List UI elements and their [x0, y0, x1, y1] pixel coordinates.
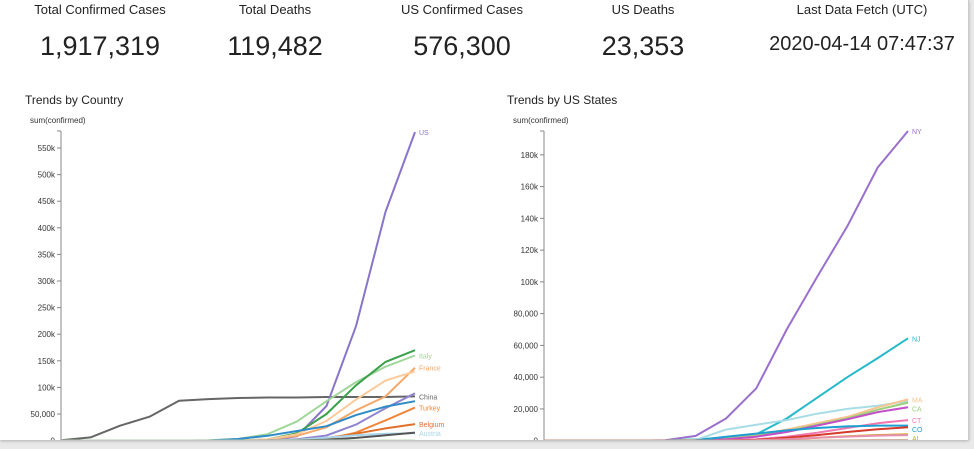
chart-states: sum(confirmed) 0 20,000 40,000 60,000 80,000 1…: [513, 116, 923, 440]
series-line[interactable]: [544, 406, 909, 440]
y-tick-label: 300k: [38, 277, 56, 286]
series-label: Austria: [419, 431, 441, 438]
y-tick-label: 350k: [38, 250, 56, 259]
series-line-ma[interactable]: [544, 398, 909, 440]
y-tick-label: 180k: [521, 151, 539, 160]
series-label: NJ: [912, 336, 921, 343]
chart-country: sum(confirmed) 0 50,000 100k 150k 200k 250k 300…: [30, 116, 444, 440]
stat-last-fetch: Last Data Fetch (UTC) 2020-04-14 07:47:3…: [757, 2, 967, 56]
series-line-co[interactable]: [544, 424, 908, 440]
series-label: Italy: [419, 353, 432, 360]
stat-value: 1,917,319: [39, 31, 161, 61]
charts-canvas: sum(confirmed) 0 50,000 100k 150k 200k 250k 300…: [30, 116, 923, 440]
series-line-turkey[interactable]: [61, 406, 416, 440]
y-tick-label: 0: [534, 437, 539, 440]
series-label: CO: [912, 427, 923, 434]
series-label: CA: [912, 406, 922, 413]
y-axis-label: sum(confirmed): [30, 116, 86, 125]
stat-total-confirmed: Total Confirmed Cases 1,917,319: [5, 2, 195, 62]
series-line-china[interactable]: [60, 395, 416, 440]
y-tick-label: 120k: [521, 246, 539, 255]
stat-label: US Deaths: [611, 2, 675, 17]
y-tick-label: 60,000: [514, 341, 539, 350]
stat-label: US Confirmed Cases: [400, 2, 524, 17]
series-line[interactable]: [61, 370, 416, 440]
series-label: Turkey: [419, 406, 441, 413]
stat-value: 23,353: [601, 31, 685, 61]
y-tick-label: 100k: [521, 278, 539, 287]
series-label: MA: [912, 397, 923, 404]
y-tick-label: 500k: [38, 171, 56, 180]
y-tick-label: 150k: [38, 357, 56, 366]
stat-value: 576,300: [413, 31, 511, 61]
stat-us-confirmed: US Confirmed Cases 576,300: [367, 2, 557, 62]
series-line[interactable]: [544, 426, 909, 440]
series-label: US: [419, 130, 429, 137]
y-tick-label: 450k: [38, 197, 56, 206]
dashboard: Total Confirmed Cases 1,917,319 Total De…: [0, 0, 969, 440]
series-line-france[interactable]: [61, 366, 416, 440]
chart-title-states: Trends by US States: [507, 93, 618, 107]
series-label: CT: [912, 418, 922, 425]
series-label: China: [419, 394, 437, 401]
stat-value: 119,482: [227, 31, 323, 61]
series-line[interactable]: [544, 400, 909, 440]
y-axis-label: sum(confirmed): [513, 116, 569, 125]
stat-label: Total Confirmed Cases: [34, 2, 166, 17]
y-tick-label: 250k: [38, 304, 56, 313]
stat-value: 2020-04-14 07:47:37: [769, 33, 955, 55]
y-tick-label: 200k: [38, 330, 56, 339]
series-line-us[interactable]: [61, 131, 416, 440]
y-tick-label: 100k: [38, 383, 56, 392]
chart-title-country: Trends by Country: [25, 93, 124, 107]
series-line[interactable]: [61, 349, 416, 440]
series-line[interactable]: [61, 400, 416, 440]
y-tick-label: 0: [51, 437, 56, 440]
y-tick-label: 50,000: [31, 410, 56, 419]
y-tick-label: 40,000: [514, 373, 539, 382]
y-tick-label: 160k: [521, 183, 539, 192]
series-line[interactable]: [544, 434, 909, 440]
stat-label: Total Deaths: [238, 2, 312, 17]
stat-total-deaths: Total Deaths 119,482: [180, 2, 370, 62]
series-line-ct[interactable]: [544, 419, 909, 440]
y-tick-label: 550k: [38, 144, 56, 153]
series-line-nj[interactable]: [544, 337, 909, 440]
series-label: France: [419, 366, 441, 373]
y-tick-label: 400k: [38, 224, 56, 233]
series-line-belgium[interactable]: [61, 423, 416, 440]
y-tick-label: 140k: [521, 214, 539, 223]
series-line-austria[interactable]: [61, 432, 416, 440]
series-line-ny[interactable]: [544, 130, 909, 440]
series-line[interactable]: [61, 431, 416, 440]
series-line[interactable]: [61, 392, 416, 440]
y-tick-label: 20,000: [514, 405, 539, 414]
series-label: Belgium: [419, 422, 444, 429]
stat-label: Last Data Fetch (UTC): [796, 2, 928, 17]
y-tick-label: 80,000: [514, 310, 539, 319]
series-label: AL: [912, 436, 921, 440]
series-label: NY: [912, 129, 922, 136]
stat-us-deaths: US Deaths 23,353: [548, 2, 738, 62]
